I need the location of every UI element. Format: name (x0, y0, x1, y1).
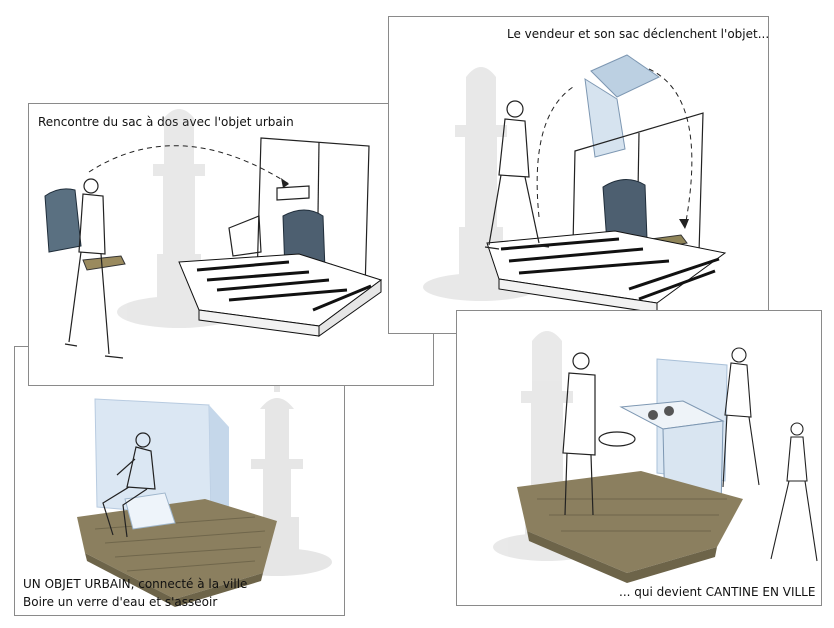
bench-caption-line1: UN OBJET URBAIN, connecté à la ville (23, 577, 248, 591)
panel-vendor-scene: Le vendeur et son sac déclenchent l'obje… (388, 16, 769, 334)
cantine-scene-illustration (493, 331, 818, 583)
backpack-caption: Rencontre du sac à dos avec l'objet urba… (38, 115, 294, 129)
panel-bench-scene: UN OBJET URBAIN, connecté à la ville Boi… (14, 346, 345, 616)
bench-caption-line2: Boire un verre d'eau et s'asseoir (23, 595, 218, 609)
panel-backpack-scene: Rencontre du sac à dos avec l'objet urba… (28, 103, 434, 386)
panel-cantine-scene: ... qui devient CANTINE EN VILLE (456, 310, 822, 606)
bench-scene-illustration (77, 382, 332, 607)
vendor-scene-illustration (423, 54, 727, 314)
backpack-scene-illustration (44, 109, 383, 359)
cantine-caption: ... qui devient CANTINE EN VILLE (619, 585, 816, 599)
vendor-caption: Le vendeur et son sac déclenchent l'obje… (507, 27, 769, 41)
